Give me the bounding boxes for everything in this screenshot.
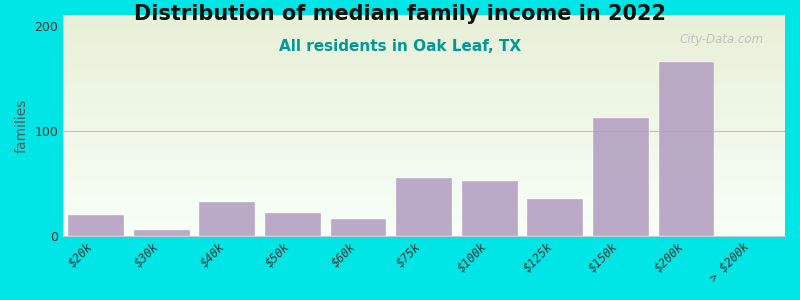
Bar: [265, 213, 321, 236]
Bar: [462, 181, 518, 236]
Bar: [527, 199, 583, 236]
Text: All residents in Oak Leaf, TX: All residents in Oak Leaf, TX: [279, 39, 521, 54]
Bar: [396, 178, 452, 236]
Y-axis label: families: families: [15, 98, 29, 152]
Bar: [134, 230, 190, 236]
Bar: [330, 219, 386, 236]
Bar: [658, 62, 714, 236]
Text: Distribution of median family income in 2022: Distribution of median family income in …: [134, 4, 666, 25]
Text: City-Data.com: City-Data.com: [679, 33, 763, 46]
Bar: [199, 202, 255, 236]
Bar: [593, 118, 649, 236]
Bar: [68, 215, 124, 236]
